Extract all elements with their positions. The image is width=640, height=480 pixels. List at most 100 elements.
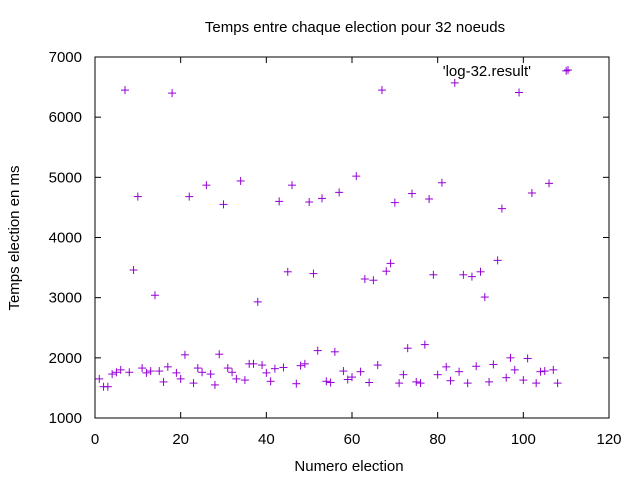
y-tick-label: 7000	[49, 49, 82, 66]
data-point	[133, 192, 142, 201]
data-point	[437, 178, 446, 187]
data-point	[395, 379, 404, 388]
data-point	[532, 379, 541, 388]
data-point	[442, 362, 451, 371]
data-point	[210, 380, 219, 389]
data-point	[536, 367, 545, 376]
data-point	[129, 265, 138, 274]
data-point	[480, 293, 489, 302]
data-point	[348, 373, 356, 382]
data-point	[185, 192, 194, 201]
data-point	[300, 359, 309, 368]
data-point	[253, 297, 262, 306]
data-point	[386, 259, 395, 268]
data-point	[489, 360, 498, 369]
legend-marker	[564, 66, 572, 74]
data-point	[125, 368, 134, 377]
data-point	[403, 344, 412, 353]
data-point	[549, 365, 558, 374]
data-point	[377, 86, 386, 95]
data-point	[420, 340, 429, 349]
data-point	[472, 362, 481, 371]
x-tick-label: 40	[258, 431, 275, 448]
data-point	[249, 359, 258, 368]
data-point	[467, 272, 476, 281]
legend: 'log-32.result'	[443, 63, 572, 80]
y-tick-label: 5000	[49, 169, 82, 186]
data-point	[459, 270, 468, 279]
data-point	[399, 370, 408, 379]
data-point	[288, 181, 297, 190]
x-tick-label: 100	[511, 431, 536, 448]
data-point	[330, 347, 339, 356]
data-point	[223, 364, 232, 373]
data-point	[545, 179, 554, 188]
data-point	[553, 379, 562, 388]
y-tick-label: 1000	[49, 410, 82, 427]
data-point	[382, 267, 391, 276]
data-point	[279, 363, 288, 372]
data-point	[292, 379, 301, 388]
data-point	[506, 353, 515, 362]
data-point	[95, 374, 104, 383]
data-point	[339, 367, 348, 376]
data-point	[159, 377, 168, 386]
data-point	[343, 375, 352, 384]
data-point	[236, 176, 245, 185]
data-point	[519, 376, 528, 385]
data-point	[356, 367, 365, 376]
ticks-layer: 0 20 40 60 80 100 120 1000 2000 3000 4000 5000 6000 7…	[49, 49, 622, 448]
data-point	[275, 197, 284, 206]
data-point	[485, 377, 494, 386]
data-point	[258, 361, 267, 370]
data-point	[369, 276, 378, 285]
data-point	[228, 368, 237, 377]
data-point	[515, 88, 524, 97]
data-point	[463, 379, 472, 388]
data-point	[540, 367, 549, 376]
data-point	[176, 374, 185, 383]
data-point	[215, 350, 224, 359]
data-point	[103, 382, 112, 391]
data-point	[373, 361, 382, 370]
data-point	[202, 181, 211, 190]
data-point	[180, 350, 189, 359]
data-point	[206, 370, 215, 379]
data-point	[120, 86, 129, 95]
data-point	[108, 370, 117, 379]
data-point	[138, 364, 147, 373]
data-point	[497, 204, 506, 213]
data-point	[318, 194, 327, 203]
data-point	[313, 346, 322, 355]
data-point	[283, 267, 292, 276]
data-point	[266, 377, 275, 386]
data-point	[193, 364, 202, 373]
data-point	[232, 374, 241, 383]
data-points-layer	[95, 66, 571, 391]
y-tick-label: 3000	[49, 290, 82, 307]
chart-title: Temps entre chaque election pour 32 noeu…	[205, 19, 505, 36]
legend-marker-plus	[564, 66, 572, 74]
data-point	[112, 368, 121, 377]
data-point	[352, 172, 361, 181]
y-axis-label: Temps election en ms	[6, 165, 23, 310]
data-point	[412, 377, 421, 386]
data-point	[429, 270, 438, 279]
data-point	[326, 378, 335, 387]
x-axis-label: Numero election	[294, 458, 403, 475]
legend-label: 'log-32.result'	[443, 63, 531, 80]
data-point	[240, 376, 249, 385]
data-point	[425, 194, 434, 203]
data-point	[146, 367, 155, 376]
data-point	[523, 354, 532, 363]
data-point	[493, 256, 502, 265]
data-point	[116, 365, 125, 374]
x-tick-label: 0	[91, 431, 99, 448]
data-point	[433, 370, 442, 379]
data-point	[455, 367, 464, 376]
data-point	[305, 198, 314, 207]
data-point	[296, 361, 305, 370]
data-point	[150, 291, 159, 300]
data-point	[476, 267, 485, 276]
